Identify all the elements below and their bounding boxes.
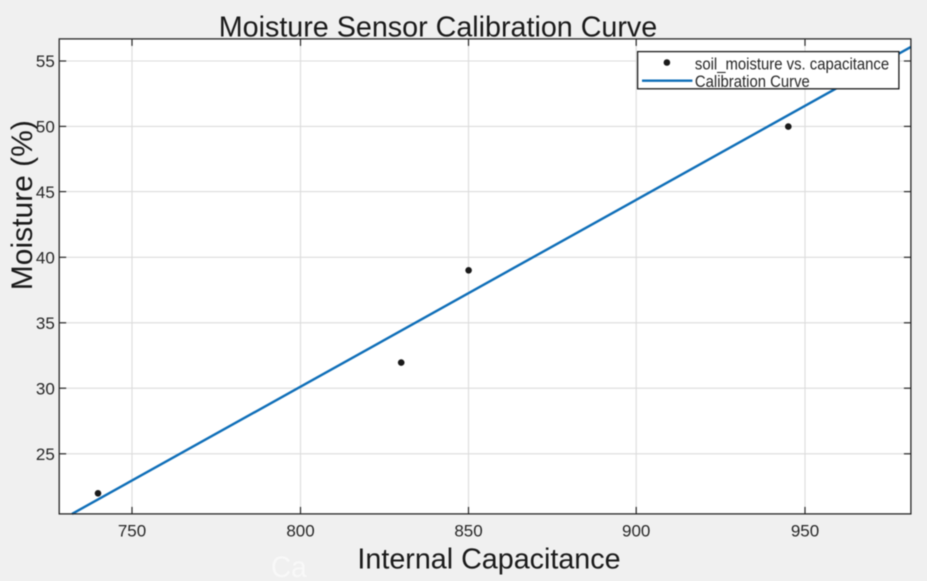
svg-text:55: 55: [36, 52, 55, 71]
svg-text:Ca: Ca: [271, 551, 308, 581]
svg-text:30: 30: [36, 379, 55, 398]
svg-text:Moisture (%): Moisture (%): [6, 120, 39, 290]
svg-text:950: 950: [791, 522, 819, 541]
svg-text:750: 750: [118, 522, 146, 541]
svg-text:Moisture Sensor Calibration Cu: Moisture Sensor Calibration Curve: [219, 12, 657, 44]
svg-text:35: 35: [36, 314, 55, 333]
svg-text:Calibration Curve: Calibration Curve: [695, 73, 810, 91]
svg-text:40: 40: [36, 249, 55, 268]
svg-text:900: 900: [622, 522, 650, 541]
svg-text:soil_moisture vs. capacitance: soil_moisture vs. capacitance: [695, 55, 889, 73]
svg-text:45: 45: [36, 183, 55, 202]
svg-text:Internal Capacitance: Internal Capacitance: [357, 543, 620, 575]
svg-text:800: 800: [286, 522, 314, 541]
svg-text:25: 25: [36, 445, 55, 464]
svg-text:850: 850: [454, 522, 482, 541]
svg-text:50: 50: [36, 118, 55, 137]
